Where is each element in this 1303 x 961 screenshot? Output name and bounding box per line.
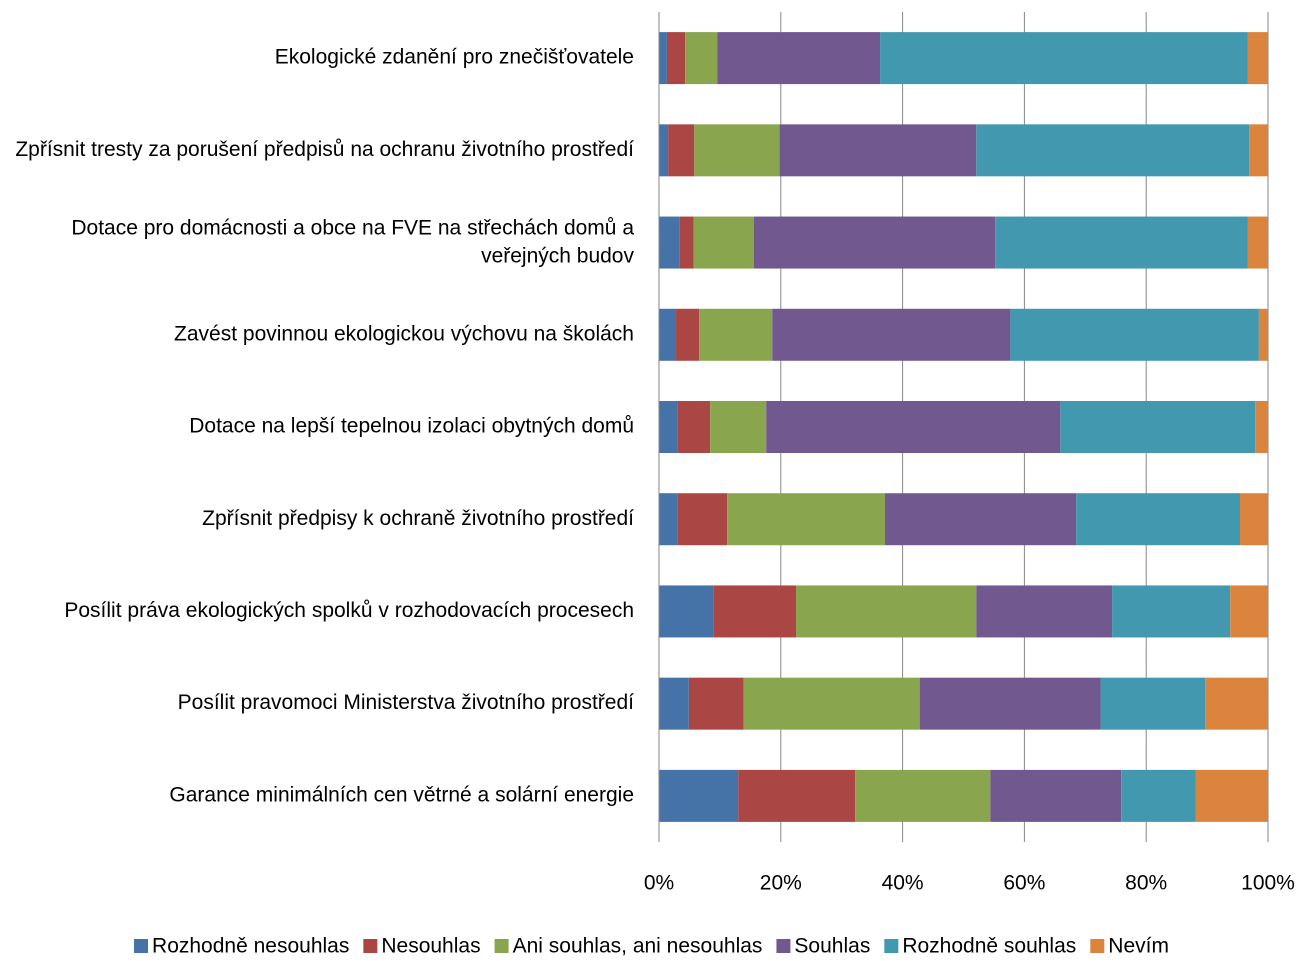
bar-segment [727,493,885,546]
bar-segment [1255,401,1268,453]
bar-segment [659,585,714,638]
bar-segment [1239,493,1268,546]
legend-swatch [363,939,378,953]
bar-segment [1258,308,1268,361]
bar-segment [1010,308,1259,361]
legend: Rozhodně nesouhlas Nesouhlas Ani souhlas, … [134,935,1169,958]
y-tick-label: Zpřísnit tresty za porušení předpisů na … [15,138,634,161]
legend-swatch [134,939,149,953]
bar-segment [659,401,678,453]
x-tick-label: 60% [1003,872,1045,895]
y-tick-label: Posílit práva ekologických spolků v rozh… [64,599,634,622]
bar-segment [688,677,744,730]
bar-segment [666,32,686,85]
legend-label: Rozhodně nesouhlas [152,935,349,958]
bar-segment [743,677,920,730]
y-tick-label: Dotace pro domácnosti a obce na FVE na s… [71,216,634,267]
bar-segment [754,216,996,269]
legend-label: Souhlas [794,935,870,958]
legend-swatch [494,939,509,953]
bar-segment [677,493,728,546]
bar-segment [668,124,695,177]
bar-segment [713,585,797,638]
bar-segment [710,401,767,453]
y-tick-label: Garance minimálních cen větrné a solární… [169,783,634,806]
bar-segment [679,216,694,269]
bar-segment [717,32,881,85]
bar-segment [976,585,1113,638]
y-tick-label: Zavést povinnou ekologickou výchovu na š… [174,322,634,345]
bar-segment [694,124,780,177]
bar-segment [1112,585,1231,638]
x-tick-label: 100% [1241,872,1295,895]
y-tick-label: Zpřísnit předpisy k ochraně životního pr… [202,507,634,530]
bar-segment [1060,401,1256,453]
bar-segment [659,216,680,269]
bar-segment [685,32,718,85]
bar-segment [1100,677,1206,730]
bar-segment [880,32,1248,85]
bar-segment [884,493,1077,546]
legend-label: Nesouhlas [381,935,480,958]
bar-segment [659,124,669,177]
bar-segment [919,677,1101,730]
bar-segment [990,769,1122,822]
bar-segment [659,493,678,546]
bar-segment [779,124,977,177]
legend-label: Nevím [1108,935,1169,958]
legend-label: Ani souhlas, ani nesouhlas [513,935,763,958]
bar-segment [676,308,700,361]
bar-segment [693,216,755,269]
y-tick-label: Ekologické zdanění pro znečišťovatele [275,46,634,69]
bar-segment [699,308,773,361]
bar-segment [1249,124,1268,177]
bar-segment [976,124,1250,177]
bar-segment [1076,493,1240,546]
bar-segment [766,401,1061,453]
bar-segment [1205,677,1268,730]
legend-swatch [776,939,791,953]
bar-segment [1121,769,1196,822]
bar-segment [995,216,1248,269]
bar-segment [1230,585,1268,638]
bar-segment [855,769,991,822]
x-tick-label: 0% [644,872,674,895]
x-tick-label: 40% [882,872,924,895]
bar-segment [1247,216,1268,269]
bar-segment [1247,32,1268,85]
bar-segment [659,308,677,361]
bar-segment [677,401,711,453]
y-tick-label: Dotace na lepší tepelnou izolaci obytnýc… [189,415,634,438]
x-tick-label: 20% [760,872,802,895]
bar-segment [772,308,1011,361]
bar-segment [796,585,977,638]
bar-segment [659,677,689,730]
legend-swatch [884,939,899,953]
legend-label: Rozhodně souhlas [902,935,1076,958]
bar-segment [659,32,667,85]
bar-segment [1195,769,1268,822]
bar-segment [659,769,739,822]
x-tick-label: 80% [1125,872,1167,895]
bar-segment [738,769,856,822]
y-tick-label: Posílit pravomoci Ministerstva životního… [178,691,635,714]
legend-swatch [1090,939,1105,953]
